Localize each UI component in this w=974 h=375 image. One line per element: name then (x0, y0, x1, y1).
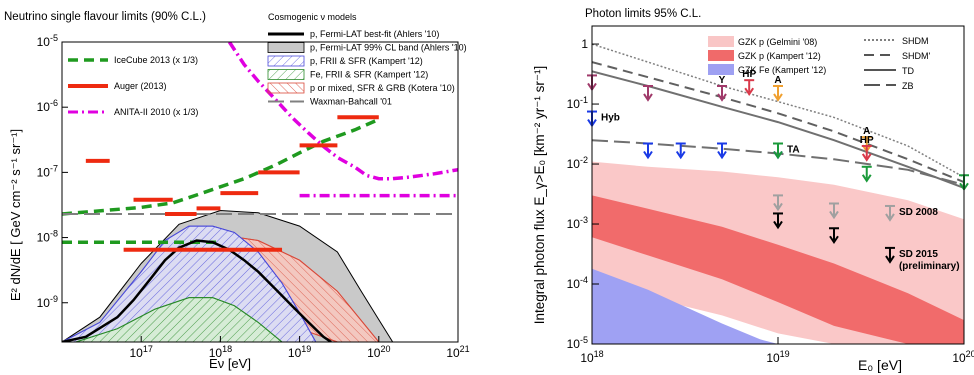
right-legend-band-swatch-1 (708, 50, 734, 61)
right-y-tick-label-4: 10-1 (567, 95, 588, 111)
upper-limit-label-15: A (863, 126, 870, 137)
left-series-0 (62, 117, 380, 216)
left-x-tick-label-2: 1019 (288, 344, 311, 360)
right-legend-band-swatch-2 (708, 64, 734, 75)
right-y-axis-label: Integral photon flux E_γ>E₀ [km⁻² yr⁻¹ s… (532, 66, 547, 324)
left-chart-title: Neutrino single flavour limits (90% C.L.… (4, 11, 206, 23)
upper-limit-arrow-12 (773, 212, 783, 230)
left-series-5 (62, 239, 332, 342)
upper-limit-arrow-8 (773, 84, 783, 102)
left-y-tick-label-2: 10-7 (37, 163, 58, 179)
left-legend-model-label-0: p, Fermi-LAT best-fit (Ahlers '10) (310, 29, 439, 39)
upper-limit-label-10: TA (787, 144, 800, 155)
right-y-tick-label-2: 10-3 (567, 215, 588, 231)
upper-limit-label-6: Y (719, 75, 726, 86)
right-y-tick-label-3: 10-2 (567, 155, 588, 171)
left-chart: Neutrino single flavour limits (90% C.L.… (4, 11, 470, 371)
upper-limit-arrow-19 (884, 246, 895, 264)
upper-limit-arrow-5 (717, 142, 728, 160)
upper-limit-arrow-10 (773, 142, 783, 160)
left-legend-model-label-1: p, Fermi-LAT 99% CL band (Ahlers '10) (310, 43, 467, 53)
left-y-tick-label-3: 10-6 (37, 98, 58, 114)
left-legend-model-label-4: p or mixed, SFR & GRB (Kotera '10) (310, 83, 455, 93)
left-legend-model-swatch-3 (267, 69, 305, 80)
left-legend-label-0: IceCube 2013 (x 1/3) (114, 55, 198, 65)
right-y-tick-label-5: 1 (581, 37, 588, 51)
left-legend-label-2: ANITA-II 2010 (x 1/3) (114, 107, 198, 117)
left-x-tick-label-4: 1021 (446, 344, 469, 360)
left-legend-model-label-5: Waxman-Bahcall '01 (310, 97, 392, 107)
right-series-1 (592, 61, 964, 184)
left-band-hatch-2 (62, 225, 317, 342)
upper-limit-arrow-4 (675, 142, 686, 160)
right-y-tick-label-1: 10-4 (567, 275, 588, 291)
left-legend-models-title: Cosmogenic ν models (268, 12, 357, 22)
right-legend-line-label-0: SHDM (902, 36, 929, 46)
left-legend-model-swatch-4 (267, 82, 305, 94)
upper-limit-arrow-6 (717, 84, 728, 102)
left-y-tick-label-0: 10-9 (37, 294, 58, 310)
upper-limit-arrow-16 (861, 144, 872, 162)
left-x-axis-label: Eν [eV] (209, 356, 251, 371)
upper-limit-arrow-13 (828, 202, 839, 220)
right-x-tick-label-1: 1019 (766, 349, 789, 365)
left-x-tick-label-0: 1017 (130, 344, 153, 360)
left-x-tick-label-3: 1020 (367, 344, 390, 360)
right-preliminary-note: (preliminary) (899, 261, 960, 272)
upper-limit-arrow-3 (642, 142, 653, 160)
right-band-2 (592, 268, 778, 344)
right-band-1 (592, 195, 964, 344)
left-plot-frame (61, 41, 459, 343)
right-legend-band-swatch-0 (708, 36, 734, 47)
upper-limit-arrow-17 (861, 165, 872, 183)
right-legend-band-label-0: GZK p (Gelmini '08) (738, 37, 817, 47)
left-x-tick-label-1: 1018 (209, 344, 232, 360)
upper-limit-arrow-14 (828, 227, 839, 245)
left-legend-model-swatch-2 (267, 55, 305, 67)
left-plot-area: 1017 1018 1019 1020 1021 10-9 10-8 10-7 10-6 10-5 (37, 33, 470, 360)
left-legend-model-swatch-1 (267, 42, 305, 53)
upper-limit-label-19: SD 2015 (899, 249, 938, 260)
upper-limit-arrow-11 (773, 194, 783, 212)
right-y-tick-label-0: 10-5 (567, 335, 588, 351)
left-legend-model-label-2: p, FRII & SFR (Kampert '12) (310, 56, 423, 66)
upper-limit-label-1: Hyb (601, 113, 620, 124)
right-legend-line-label-3: ZB (902, 81, 914, 91)
right-series-0 (592, 43, 964, 178)
upper-limit-label-7: HP (742, 69, 756, 80)
left-legend: IceCube 2013 (x 1/3) Auger (2013) ANITA-II… (68, 12, 467, 117)
upper-limit-label-16: HP (860, 135, 874, 146)
upper-limit-label-18: SD 2008 (899, 207, 938, 218)
left-legend-model-label-3: Fe, FRII & SFR (Kampert '12) (310, 70, 428, 80)
left-y-axis-label: E² dN/dE [ GeV cm⁻² s⁻¹ sr⁻¹] (8, 129, 23, 301)
right-legend-band-label-1: GZK p (Kampert '12) (738, 51, 821, 61)
upper-limit-arrow-7 (744, 79, 755, 96)
right-legend: GZK p (Gelmini '08) GZK p (Kampert '12) GZ… (708, 36, 930, 91)
left-y-tick-label-1: 10-8 (37, 229, 58, 245)
right-legend-band-label-2: GZK Fe (Kampert '12) (738, 65, 826, 75)
right-x-tick-label-0: 1018 (580, 349, 603, 365)
right-legend-line-label-1: SHDM' (902, 51, 930, 61)
left-y-tick-label-4: 10-5 (37, 33, 58, 49)
upper-limit-arrow-2 (642, 84, 653, 102)
right-chart-title: Photon limits 95% C.L. (585, 8, 701, 20)
right-x-tick-label-2: 1020 (952, 349, 974, 365)
left-legend-label-1: Auger (2013) (114, 81, 167, 91)
right-legend-line-label-2: TD (902, 66, 914, 76)
right-x-axis-label: E₀ [eV] (858, 357, 902, 373)
upper-limit-arrow-18 (884, 204, 895, 222)
upper-limit-label-8: A (774, 75, 781, 86)
left-band-hatch-3 (75, 297, 283, 342)
